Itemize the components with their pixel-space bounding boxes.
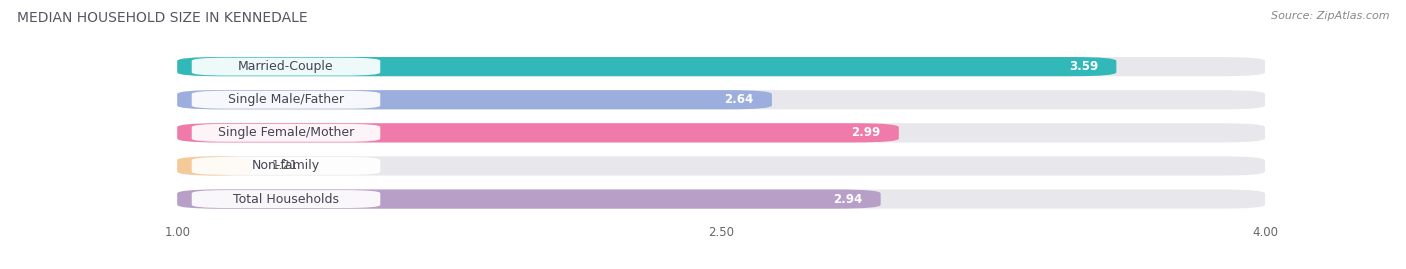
FancyBboxPatch shape bbox=[191, 58, 380, 76]
Text: Single Male/Father: Single Male/Father bbox=[228, 93, 344, 106]
FancyBboxPatch shape bbox=[177, 90, 1265, 109]
FancyBboxPatch shape bbox=[177, 156, 1265, 176]
Text: Total Households: Total Households bbox=[233, 193, 339, 206]
FancyBboxPatch shape bbox=[177, 57, 1116, 76]
Text: 2.64: 2.64 bbox=[724, 93, 754, 106]
FancyBboxPatch shape bbox=[191, 190, 380, 208]
Text: Single Female/Mother: Single Female/Mother bbox=[218, 126, 354, 139]
FancyBboxPatch shape bbox=[191, 157, 380, 175]
FancyBboxPatch shape bbox=[177, 123, 1265, 143]
FancyBboxPatch shape bbox=[177, 156, 253, 176]
Text: 1.21: 1.21 bbox=[271, 160, 298, 172]
FancyBboxPatch shape bbox=[177, 90, 772, 109]
Text: 2.99: 2.99 bbox=[852, 126, 880, 139]
FancyBboxPatch shape bbox=[177, 189, 1265, 209]
Text: 2.94: 2.94 bbox=[834, 193, 862, 206]
Text: Married-Couple: Married-Couple bbox=[238, 60, 333, 73]
FancyBboxPatch shape bbox=[177, 57, 1265, 76]
FancyBboxPatch shape bbox=[191, 91, 380, 109]
Text: MEDIAN HOUSEHOLD SIZE IN KENNEDALE: MEDIAN HOUSEHOLD SIZE IN KENNEDALE bbox=[17, 11, 308, 25]
Text: Non-family: Non-family bbox=[252, 160, 321, 172]
FancyBboxPatch shape bbox=[177, 123, 898, 143]
Text: 3.59: 3.59 bbox=[1069, 60, 1098, 73]
Text: Source: ZipAtlas.com: Source: ZipAtlas.com bbox=[1271, 11, 1389, 21]
FancyBboxPatch shape bbox=[177, 189, 880, 209]
FancyBboxPatch shape bbox=[191, 124, 380, 142]
